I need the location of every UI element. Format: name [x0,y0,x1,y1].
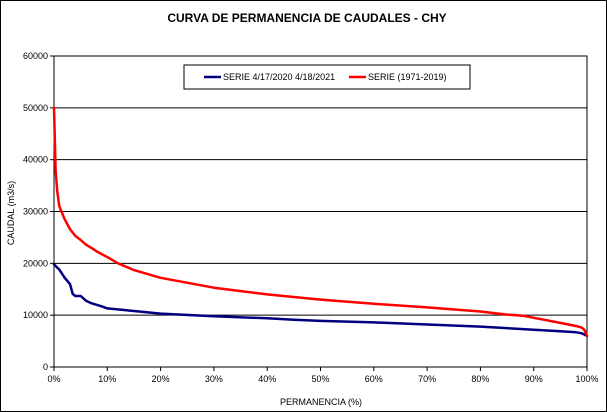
x-axis-ticks: 0% 10% 20% 30% 40% 50% 60% 70% 80% 90% 100% [47,367,599,384]
x-tick-label: 50% [311,374,329,384]
legend-box [183,64,471,90]
y-tick-label: 60000 [23,51,48,61]
series-lines [52,106,589,338]
y-tick-label: 50000 [23,103,48,113]
x-tick-label: 70% [418,374,436,384]
x-tick-label: 20% [152,374,170,384]
y-tick-label: 10000 [23,310,48,320]
series-line-1 [52,263,589,338]
y-tick-label: 0 [43,362,48,372]
legend-label-series-1: SERIE 4/17/2020 4/18/2021 [223,72,335,82]
x-tick-label: 80% [471,374,489,384]
gridlines [54,107,587,316]
x-axis-title: PERMANENCIA (%) [280,397,362,407]
y-axis-title: CAUDAL (m3/s) [6,181,16,245]
series-line-2 [52,106,589,338]
y-tick-label: 30000 [23,207,48,217]
chart-title: CURVA DE PERMANENCIA DE CAUDALES - CHY [167,11,446,25]
legend: SERIE 4/17/2020 4/18/2021 SERIE (1971-20… [183,64,471,90]
y-tick-label: 40000 [23,155,48,165]
legend-label-series-2: SERIE (1971-2019) [368,72,447,82]
x-tick-label: 30% [205,374,223,384]
x-tick-label: 90% [525,374,543,384]
x-tick-label: 0% [47,374,60,384]
y-axis-ticks: 0 10000 20000 30000 40000 50000 60000 [23,51,54,372]
x-tick-label: 100% [575,374,598,384]
x-tick-label: 10% [98,374,116,384]
y-tick-label: 20000 [23,258,48,268]
x-tick-label: 60% [365,374,383,384]
x-tick-label: 40% [258,374,276,384]
